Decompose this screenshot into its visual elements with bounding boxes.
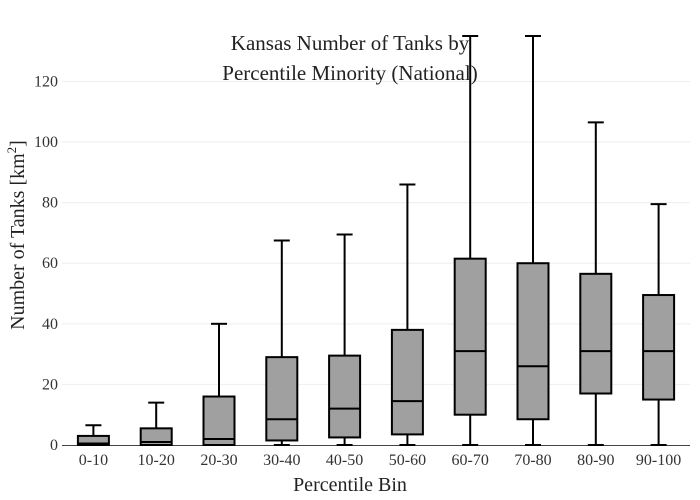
x-tick-label: 60-70 xyxy=(452,452,489,469)
x-tick-label: 40-50 xyxy=(326,452,363,469)
iqr-box xyxy=(202,395,236,447)
x-tick-label: 50-60 xyxy=(389,452,426,469)
iqr-box xyxy=(516,262,550,421)
y-axis-label-close: ] xyxy=(6,140,29,147)
iqr-box xyxy=(453,257,487,416)
box-40-50 xyxy=(328,233,362,446)
iqr-box xyxy=(390,328,424,436)
x-tick-label: 10-20 xyxy=(138,452,175,469)
x-tick-labels: 0-10 10-20 20-30 30-40 40-50 50-60 60-70 70-80 8… xyxy=(79,452,682,469)
x-tick-label: 80-90 xyxy=(577,452,614,469)
box-80-90 xyxy=(579,121,613,446)
box-20-30 xyxy=(202,322,236,447)
iqr-box xyxy=(328,354,362,439)
y-axis-label-superscript: 2 xyxy=(4,146,20,154)
box-0-10 xyxy=(76,424,110,446)
chart-title-line-1: Kansas Number of Tanks by xyxy=(230,31,470,55)
y-tick-label: 80 xyxy=(42,195,58,212)
y-tick-labels: 0 20 40 60 80 100 120 xyxy=(34,73,58,454)
box-10-20 xyxy=(139,401,173,446)
chart-title-line-2: Percentile Minority (National) xyxy=(222,61,478,85)
y-tick-label: 0 xyxy=(50,437,58,454)
box-70-80 xyxy=(516,35,550,446)
x-axis-label: Percentile Bin xyxy=(293,474,407,496)
box-30-40 xyxy=(265,239,299,446)
iqr-box xyxy=(642,294,676,401)
y-tick-label: 20 xyxy=(42,376,58,393)
box-60-70 xyxy=(453,35,487,446)
y-tick-label: 100 xyxy=(34,134,58,151)
iqr-box xyxy=(76,434,110,446)
x-tick-label: 70-80 xyxy=(514,452,551,469)
box-50-60 xyxy=(390,183,424,446)
iqr-box xyxy=(579,272,613,395)
y-tick-label: 40 xyxy=(42,316,58,333)
y-axis-label-text: Number of Tanks [km xyxy=(6,153,29,330)
x-tick-label: 30-40 xyxy=(263,452,300,469)
x-tick-label: 90-100 xyxy=(636,452,681,469)
x-tick-label: 20-30 xyxy=(200,452,237,469)
box-90-100 xyxy=(642,203,676,446)
iqr-box xyxy=(139,427,173,446)
boxes xyxy=(76,35,676,447)
y-tick-label: 120 xyxy=(34,73,58,90)
y-tick-label: 60 xyxy=(42,255,58,272)
iqr-box xyxy=(265,356,299,442)
y-axis-label: Number of Tanks [km2] xyxy=(4,140,30,330)
x-tick-label: 0-10 xyxy=(79,452,108,469)
